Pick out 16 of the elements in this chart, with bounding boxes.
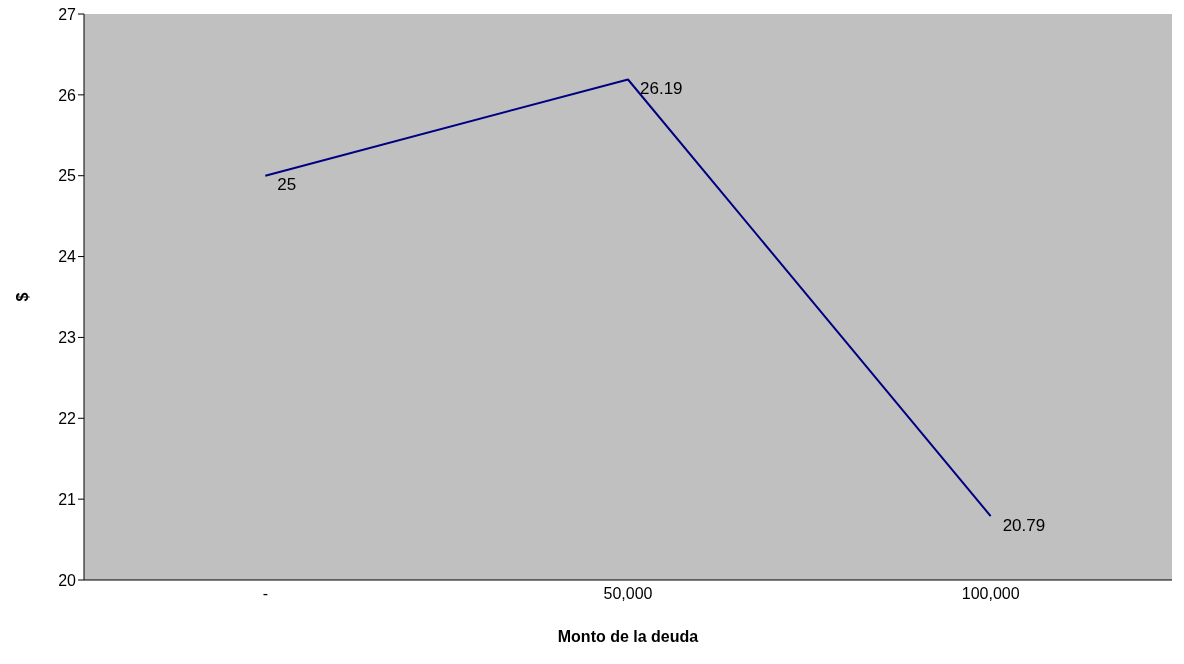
data-label: 20.79 (1002, 515, 1046, 535)
y-tick-label: 24 (58, 248, 77, 266)
x-tick-label: 50,000 (603, 585, 653, 603)
x-axis-title: Monto de la deuda (557, 628, 699, 645)
y-tick-label: 22 (58, 409, 77, 427)
data-label: 26.19 (640, 78, 683, 98)
y-tick-label: 23 (58, 329, 77, 347)
y-tick-label: 20 (58, 571, 77, 589)
y-tick-label: 27 (58, 5, 77, 23)
y-tick-label: 21 (58, 490, 77, 508)
x-tick-label: - (262, 585, 268, 603)
data-label: 25 (277, 175, 297, 195)
x-tick-label: 100,000 (961, 585, 1020, 603)
y-axis-title: $ (13, 292, 31, 302)
y-tick-label: 26 (58, 86, 77, 104)
y-tick-label: 25 (58, 167, 77, 185)
